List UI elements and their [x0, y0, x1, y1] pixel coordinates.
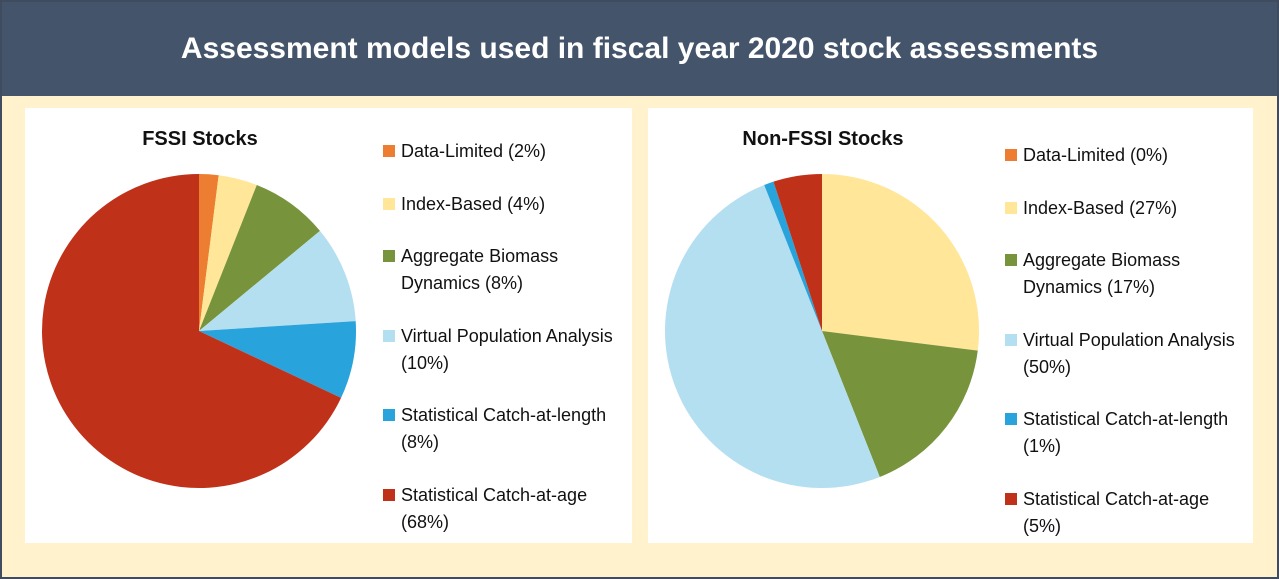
legend-item: Statistical Catch-at-length (8%) — [383, 402, 613, 456]
legend-label: Virtual Population Analysis (10%) — [401, 325, 613, 373]
legend-item: Aggregate Biomass Dynamics (17%) — [1005, 247, 1235, 301]
legend-item: Virtual Population Analysis (10%) — [383, 323, 613, 377]
legend-item: Virtual Population Analysis (50%) — [1005, 327, 1235, 381]
pie-slice — [199, 175, 257, 331]
legend: Data-Limited (2%) Index-Based (4%) Aggrega… — [383, 138, 613, 536]
legend-swatch — [383, 409, 395, 422]
pie-chart — [42, 174, 356, 488]
legend-swatch — [1005, 254, 1017, 267]
legend-item: Statistical Catch-at-length (1%) — [1005, 406, 1235, 460]
legend-label: Aggregate Biomass Dynamics (8%) — [401, 246, 559, 294]
legend-label: Statistical Catch-at-age (68%) — [401, 484, 588, 532]
legend-label: Data-Limited (0%) — [1023, 145, 1169, 165]
legend-item: Data-Limited (2%) — [383, 138, 613, 165]
chart-title: Non-FSSI Stocks — [742, 128, 904, 150]
pie-chart — [665, 174, 979, 488]
pie-slice — [199, 185, 320, 331]
pie-slice — [199, 321, 356, 398]
legend-swatch — [1005, 201, 1017, 214]
legend-swatch — [383, 145, 395, 157]
legend-item: Index-Based (27%) — [1005, 195, 1235, 222]
legend-item: Statistical Catch-at-age (5%) — [1005, 486, 1235, 540]
pie-slice — [199, 230, 356, 331]
legend-label: Statistical Catch-at-length (8%) — [401, 405, 607, 453]
legend-item: Statistical Catch-at-age (68%) — [383, 482, 613, 536]
legend-swatch — [1005, 413, 1017, 426]
pie-slice — [199, 174, 219, 331]
legend-item: Index-Based (4%) — [383, 191, 613, 218]
chart-title: FSSI Stocks — [142, 128, 258, 150]
pie-slice — [822, 331, 978, 477]
legend-label: Virtual Population Analysis (50%) — [1023, 329, 1235, 377]
pie-slice — [773, 174, 822, 331]
legend-label: Data-Limited (2%) — [401, 141, 547, 161]
legend-label: Aggregate Biomass Dynamics (17%) — [1023, 250, 1181, 298]
pie-slice — [764, 181, 822, 331]
legend-swatch — [383, 329, 395, 342]
legend-item: Aggregate Biomass Dynamics (8%) — [383, 243, 613, 297]
pie-slice — [822, 174, 979, 351]
legend: Data-Limited (0%) Index-Based (27%) Aggreg… — [1005, 142, 1235, 540]
legend-swatch — [383, 197, 395, 210]
pie-slice — [665, 185, 880, 488]
legend-swatch — [1005, 333, 1017, 346]
legend-label: Index-Based (27%) — [1023, 197, 1178, 218]
chart-panel: FSSI Stocks Data-Limited (2%) Index-Based… — [25, 108, 632, 543]
pie-slice — [42, 174, 342, 488]
legend-label: Index-Based (4%) — [401, 193, 546, 214]
legend-swatch — [1005, 149, 1017, 161]
legend-swatch — [383, 488, 395, 501]
page-title: Assessment models used in fiscal year 20… — [2, 2, 1277, 96]
chart-panel: Non-FSSI Stocks Data-Limited (0%) Index-B… — [648, 108, 1253, 543]
legend-item: Data-Limited (0%) — [1005, 142, 1235, 169]
legend-label: Statistical Catch-at-age (5%) — [1023, 488, 1210, 536]
legend-swatch — [383, 250, 395, 263]
legend-swatch — [1005, 492, 1017, 505]
legend-label: Statistical Catch-at-length (1%) — [1023, 409, 1229, 457]
